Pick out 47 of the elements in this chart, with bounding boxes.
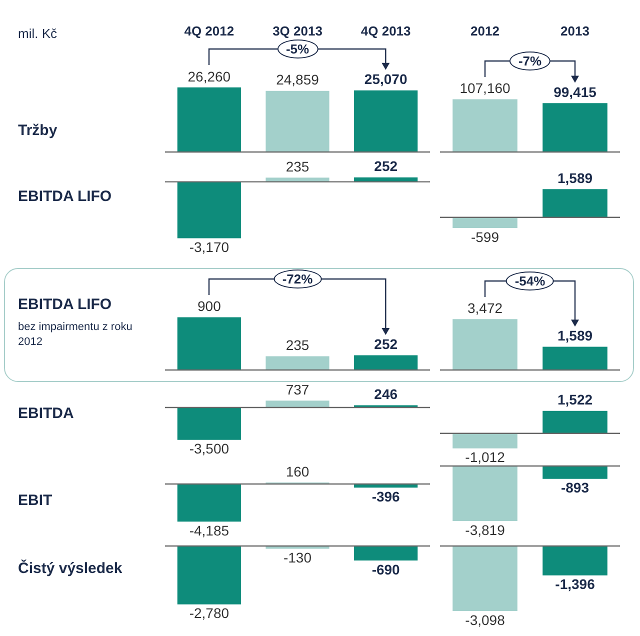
data-label: 737 bbox=[286, 382, 310, 398]
data-label: 1,522 bbox=[557, 392, 593, 408]
data-label: 24,859 bbox=[276, 72, 320, 88]
data-label: -3,170 bbox=[189, 239, 230, 256]
y-axis-title: Čistý výsledek bbox=[18, 560, 122, 577]
data-label: -4,185 bbox=[189, 522, 230, 539]
data-label: 252 bbox=[374, 336, 398, 352]
x-tick-label: 4Q 2012 bbox=[184, 23, 234, 38]
text: mil. Kč bbox=[18, 26, 57, 41]
y-axis-title: EBITDA LIFO bbox=[18, 188, 112, 205]
data-label: 235 bbox=[286, 337, 310, 354]
data-label: -3,098 bbox=[465, 612, 506, 628]
text: bez impairmentu z roku 2012 bbox=[18, 320, 134, 350]
data-label: -3,819 bbox=[465, 522, 506, 538]
data-label: 3,472 bbox=[467, 300, 503, 316]
data-label: -1,012 bbox=[465, 449, 506, 466]
data-label: 99,415 bbox=[554, 84, 597, 100]
data-label: -893 bbox=[560, 480, 590, 496]
x-tick-label: 2012 bbox=[470, 23, 500, 38]
data-label: 900 bbox=[197, 298, 222, 314]
data-label: -3,500 bbox=[189, 440, 230, 457]
text: -7% bbox=[509, 52, 551, 71]
data-label: 160 bbox=[286, 463, 310, 480]
data-label: 235 bbox=[286, 158, 310, 174]
y-axis-title: Tržby bbox=[18, 122, 58, 139]
data-label: 1,589 bbox=[557, 328, 593, 344]
y-axis-title: EBITDA bbox=[18, 405, 74, 422]
data-label: -396 bbox=[372, 488, 400, 504]
x-tick-label: 3Q 2013 bbox=[272, 23, 322, 38]
data-label: 107,160 bbox=[460, 80, 511, 96]
data-label: 246 bbox=[374, 386, 398, 402]
x-tick-label: 4Q 2013 bbox=[360, 23, 411, 38]
text: -72% bbox=[273, 270, 322, 289]
data-label: 26,260 bbox=[188, 68, 231, 84]
data-label: -599 bbox=[470, 228, 500, 245]
x-tick-label: 2013 bbox=[560, 23, 590, 38]
data-label: -2,780 bbox=[189, 605, 230, 622]
y-axis-title: EBITDA LIFO bbox=[18, 296, 112, 313]
data-label: -130 bbox=[283, 550, 312, 566]
y-axis-title: EBIT bbox=[18, 492, 52, 509]
data-label: 25,070 bbox=[364, 71, 408, 88]
data-label: 252 bbox=[374, 158, 398, 174]
data-label: -1,396 bbox=[555, 576, 596, 592]
text: -54% bbox=[506, 272, 554, 291]
text: -5% bbox=[276, 40, 318, 59]
data-label: 1,589 bbox=[557, 170, 593, 186]
data-label: -690 bbox=[372, 561, 400, 578]
